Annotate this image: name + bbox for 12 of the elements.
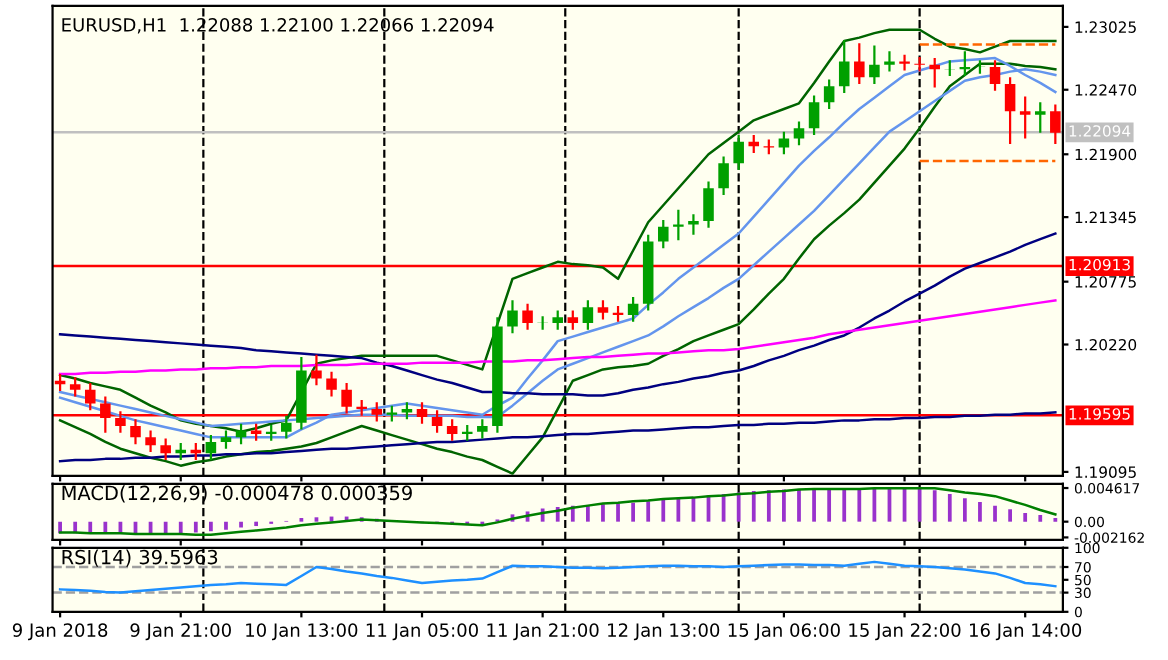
chart-title: RSI(14) 39.5963 — [62, 549, 218, 567]
x-tick-label: 9 Jan 2018 — [12, 623, 108, 641]
x-tick-label: 16 Jan 14:00 — [970, 623, 1082, 641]
x-tick-label: 15 Jan 22:00 — [849, 623, 961, 641]
x-tick-label: 12 Jan 13:00 — [608, 623, 720, 641]
x-tick-label: 15 Jan 06:00 — [728, 623, 840, 641]
x-tick-label: 9 Jan 21:00 — [130, 623, 231, 641]
x-tick-label: 10 Jan 13:00 — [246, 623, 358, 641]
chart-title: MACD(12,26,9) -0.000478 0.000359 — [62, 485, 412, 503]
x-tick-label: 11 Jan 21:00 — [487, 623, 599, 641]
text: EURUSD,H1 1.22088 1.22100 1.22066 1.22094 — [62, 18, 494, 34]
x-tick-label: 11 Jan 05:00 — [366, 623, 478, 641]
